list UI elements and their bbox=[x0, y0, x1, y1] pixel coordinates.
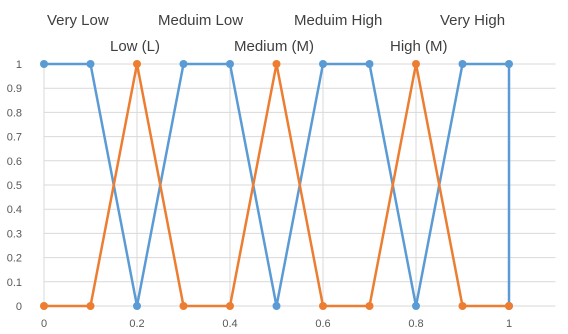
series-1-point bbox=[133, 302, 141, 310]
x-tick-label: 0 bbox=[41, 318, 47, 329]
y-tick-label: 0.5 bbox=[7, 180, 22, 192]
series-2-point bbox=[272, 60, 281, 68]
series-1-point bbox=[179, 60, 188, 68]
y-tick-label: 1 bbox=[16, 59, 22, 71]
x-tick-label: 0.2 bbox=[129, 318, 144, 329]
x-tick-label: 1 bbox=[506, 318, 512, 329]
y-tick-label: 0.1 bbox=[7, 277, 22, 289]
x-tick-label: 0.4 bbox=[222, 318, 237, 329]
series-1-point bbox=[365, 60, 374, 68]
series-2-point bbox=[458, 302, 467, 310]
term-label-very-high: Very High bbox=[440, 12, 506, 29]
series-1-point bbox=[40, 60, 48, 68]
series-1-point bbox=[272, 302, 281, 310]
y-tick-label: 0.2 bbox=[7, 253, 22, 265]
x-tick-label: 0.6 bbox=[315, 318, 330, 329]
term-label-very-low: Very Low bbox=[47, 12, 109, 29]
y-tick-label: 0.6 bbox=[7, 156, 22, 168]
term-label-meduim-low: Meduim Low bbox=[158, 12, 244, 29]
series-1-point bbox=[505, 60, 513, 68]
series-1-point bbox=[458, 60, 467, 68]
series-1-point bbox=[412, 302, 420, 310]
series-1-point bbox=[319, 60, 327, 68]
x-tick-label: 0.8 bbox=[408, 318, 423, 329]
series-2-point bbox=[319, 302, 327, 310]
y-tick-label: 0.4 bbox=[7, 204, 22, 216]
series-2-point bbox=[40, 302, 48, 310]
series-2-point bbox=[179, 302, 188, 310]
term-label-high: High (M) bbox=[390, 38, 448, 55]
y-tick-label: 0.7 bbox=[7, 132, 22, 144]
y-tick-label: 0.8 bbox=[7, 107, 22, 119]
series-1-point bbox=[226, 60, 234, 68]
y-tick-label: 0 bbox=[16, 301, 22, 313]
y-tick-label: 0.9 bbox=[7, 83, 22, 95]
series-2-point bbox=[133, 60, 141, 68]
series-1-point bbox=[86, 60, 95, 68]
term-label-medium: Medium (M) bbox=[234, 38, 315, 55]
series-2-point bbox=[86, 302, 95, 310]
term-label-low: Low (L) bbox=[110, 38, 161, 55]
series-2-point bbox=[226, 302, 234, 310]
term-label-meduim-high: Meduim High bbox=[294, 12, 383, 29]
series-2-point bbox=[365, 302, 374, 310]
series-2-point bbox=[505, 302, 513, 310]
y-tick-label: 0.3 bbox=[7, 228, 22, 240]
series-2-point bbox=[412, 60, 420, 68]
